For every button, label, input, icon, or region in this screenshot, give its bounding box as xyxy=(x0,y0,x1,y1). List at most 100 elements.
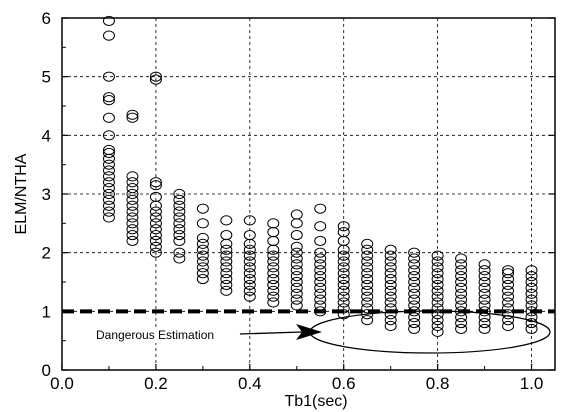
data-point xyxy=(290,247,303,258)
axis-ticks: 0.0 0.2 0.4 0.6 0.8 1.0 0 1 2 3 4 5 6 xyxy=(42,9,555,393)
data-point xyxy=(149,224,162,235)
data-point xyxy=(102,183,115,194)
data-point xyxy=(126,112,139,123)
data-point xyxy=(478,271,491,282)
data-point xyxy=(220,238,233,249)
data-point xyxy=(361,303,374,314)
data-point xyxy=(290,288,303,299)
data-point xyxy=(455,282,468,293)
data-point xyxy=(220,285,233,296)
data-point xyxy=(502,285,515,296)
data-point xyxy=(361,279,374,291)
data-point xyxy=(267,279,280,291)
data-point xyxy=(102,194,115,205)
annotation: Dangerous Estimation xyxy=(93,310,551,354)
data-point xyxy=(478,317,491,329)
data-point xyxy=(243,273,256,285)
data-point xyxy=(455,323,468,335)
data-point xyxy=(502,268,515,279)
data-point xyxy=(126,218,139,229)
data-point xyxy=(431,309,444,320)
data-point xyxy=(220,262,233,273)
data-point xyxy=(149,191,162,203)
data-point xyxy=(220,229,233,241)
y-tick-label: 4 xyxy=(42,126,51,145)
data-point xyxy=(502,291,515,302)
data-point xyxy=(408,282,421,293)
data-point xyxy=(361,250,374,261)
data-point xyxy=(149,241,162,252)
data-point xyxy=(384,273,397,285)
data-point xyxy=(290,218,303,229)
annotation-arrow-shaft xyxy=(239,331,303,335)
data-point xyxy=(102,92,115,103)
data-point xyxy=(431,291,444,302)
data-point xyxy=(384,303,397,314)
data-point xyxy=(173,247,186,258)
data-point xyxy=(384,268,397,279)
data-point xyxy=(431,303,444,314)
data-point xyxy=(408,259,421,270)
data-point xyxy=(267,268,280,279)
data-point xyxy=(173,212,186,223)
data-point xyxy=(431,326,444,337)
data-point xyxy=(102,95,115,106)
data-point xyxy=(102,147,115,159)
data-point xyxy=(408,271,421,282)
data-point xyxy=(102,144,115,156)
data-point xyxy=(243,250,256,261)
data-point xyxy=(267,262,280,273)
data-point xyxy=(267,227,280,238)
data-point xyxy=(290,276,303,288)
data-point xyxy=(408,312,421,323)
data-point xyxy=(196,218,209,229)
x-tick-label: 1.0 xyxy=(520,374,544,393)
dangerous-region-ellipse xyxy=(309,310,551,354)
y-tick-label: 3 xyxy=(42,185,51,204)
x-tick-label: 0.2 xyxy=(144,374,168,393)
data-point xyxy=(290,259,303,270)
data-point xyxy=(455,300,468,311)
data-point xyxy=(267,256,280,267)
data-point xyxy=(525,276,538,288)
data-point xyxy=(408,323,421,335)
data-point xyxy=(220,215,233,226)
data-point xyxy=(243,285,256,296)
data-point xyxy=(431,297,444,308)
data-point xyxy=(361,262,374,273)
data-point xyxy=(502,320,515,332)
data-point xyxy=(384,250,397,261)
data-point xyxy=(525,271,538,282)
data-point xyxy=(243,291,256,302)
data-point xyxy=(337,268,350,279)
data-point xyxy=(149,206,162,217)
grid-lines xyxy=(62,18,555,370)
y-tick-label: 0 xyxy=(42,361,51,380)
data-point xyxy=(149,235,162,247)
data-point xyxy=(102,165,115,176)
data-point xyxy=(243,244,256,255)
data-point xyxy=(478,306,491,317)
data-point xyxy=(126,194,139,205)
data-point xyxy=(220,250,233,261)
x-tick-label: 0.0 xyxy=(50,374,74,393)
data-point xyxy=(408,317,421,329)
data-point xyxy=(384,256,397,267)
data-point xyxy=(337,285,350,296)
data-point xyxy=(267,250,280,261)
data-point xyxy=(314,300,327,311)
data-point xyxy=(431,262,444,273)
data-point xyxy=(478,282,491,293)
data-point xyxy=(102,171,115,182)
data-point xyxy=(361,315,374,326)
data-point xyxy=(384,320,397,332)
data-point xyxy=(408,265,421,276)
data-point xyxy=(431,285,444,296)
data-point xyxy=(173,206,186,217)
data-point xyxy=(173,194,186,205)
data-point xyxy=(337,291,350,302)
data-point xyxy=(173,200,186,211)
data-point xyxy=(384,285,397,296)
data-point xyxy=(102,177,115,188)
data-point xyxy=(337,279,350,291)
